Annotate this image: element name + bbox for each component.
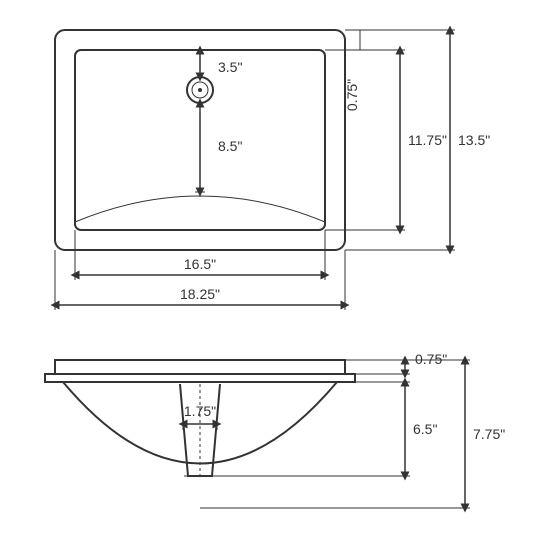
dim-rim-h: 0.75": [415, 351, 447, 367]
rim-lip: [45, 374, 355, 382]
drain-center: [198, 88, 202, 92]
dim-rim-075: 0.75": [344, 79, 360, 111]
dim-drain-bottom: 8.5": [218, 138, 242, 154]
dim-label: 16.5": [184, 256, 216, 272]
dim-label: 7.75": [473, 426, 505, 442]
dim-drain-top: 3.5": [218, 59, 242, 75]
dim-label: 6.5": [413, 421, 437, 437]
rim-slab: [55, 360, 345, 374]
dim-label: 11.75": [408, 132, 447, 148]
dim-drain-width: 1.75": [184, 403, 216, 419]
dim-label: 13.5": [458, 132, 490, 148]
basin-curve: [75, 196, 325, 222]
dim-label: 18.25": [180, 286, 220, 302]
